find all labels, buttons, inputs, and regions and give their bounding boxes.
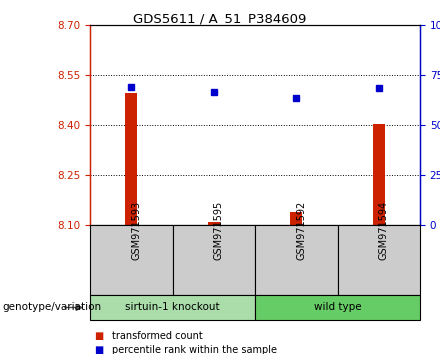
- Text: GDS5611 / A_51_P384609: GDS5611 / A_51_P384609: [133, 12, 307, 25]
- Bar: [373, 124, 385, 225]
- Text: genotype/variation: genotype/variation: [2, 303, 101, 313]
- Bar: [90, 225, 172, 295]
- Text: GSM971592: GSM971592: [296, 201, 306, 260]
- Text: GSM971595: GSM971595: [214, 201, 224, 260]
- Bar: [255, 295, 420, 320]
- Text: GSM971593: GSM971593: [131, 201, 141, 260]
- Text: ■: ■: [95, 331, 104, 341]
- Bar: [90, 295, 255, 320]
- Bar: [125, 93, 137, 225]
- Text: ■: ■: [95, 345, 104, 354]
- Bar: [208, 222, 220, 225]
- Bar: [290, 212, 302, 225]
- Text: wild type: wild type: [314, 303, 361, 313]
- Bar: [255, 225, 337, 295]
- Bar: [337, 225, 420, 295]
- Text: sirtuin-1 knockout: sirtuin-1 knockout: [125, 303, 220, 313]
- Text: percentile rank within the sample: percentile rank within the sample: [112, 345, 277, 354]
- Text: GSM971594: GSM971594: [379, 201, 389, 260]
- Bar: [172, 225, 255, 295]
- Text: transformed count: transformed count: [112, 331, 203, 341]
